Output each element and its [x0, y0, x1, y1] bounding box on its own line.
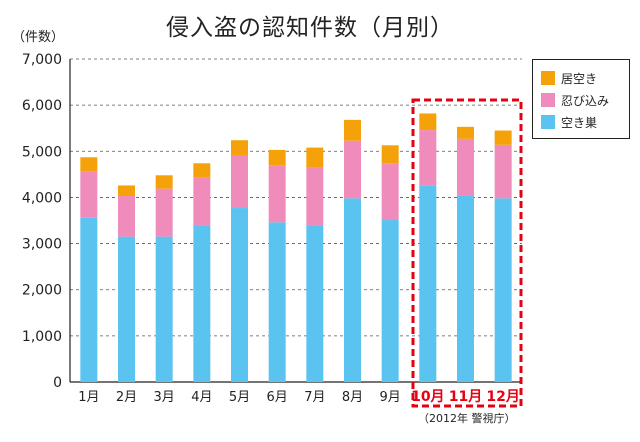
legend-label: 忍び込み [561, 93, 610, 108]
bar-segment [155, 188, 173, 237]
bar-segment [155, 175, 173, 189]
bar-segment [306, 167, 324, 226]
legend-swatch [541, 93, 555, 107]
legend-swatch [541, 115, 555, 129]
y-tick-label: 7,000 [22, 52, 62, 68]
x-tick-label: 9月 [380, 390, 401, 405]
bar-segment [80, 157, 98, 172]
bar-segment [344, 140, 361, 199]
legend-label: 居空き [561, 71, 598, 86]
bar-segment [306, 225, 324, 382]
highlight-box [411, 98, 523, 408]
x-tick-label: 3月 [154, 390, 175, 405]
bar-segment [80, 217, 98, 382]
bar-segment [419, 113, 437, 131]
bar-segment [494, 130, 512, 145]
bar-segment [381, 145, 399, 164]
bar-segment [193, 163, 211, 178]
y-tick-label: 2,000 [22, 283, 62, 299]
bar-segment [419, 185, 437, 382]
bar-segment [80, 171, 98, 218]
x-tick-label: 6月 [267, 390, 288, 405]
source-note: （2012年 警視庁） [418, 412, 516, 425]
x-tick-label: 11月 [449, 389, 482, 405]
x-tick-label: 10月 [411, 389, 444, 405]
legend-item-akisu-inai: 居空き [541, 67, 629, 89]
chart-title: 侵入盗の認知件数（月別） [166, 15, 454, 41]
bar-segment [457, 126, 474, 139]
bar-segment [268, 165, 286, 223]
bar-segment [457, 195, 474, 382]
x-tick-label: 5月 [229, 390, 250, 405]
bar-segment [457, 138, 474, 196]
y-axis-unit-label: （件数） [12, 30, 65, 45]
bar-segment [344, 198, 361, 382]
y-tick-label: 6,000 [22, 98, 62, 114]
bar-segment [118, 236, 135, 382]
bar-segment [419, 130, 437, 186]
bar-segment [231, 154, 248, 209]
bar-segment [118, 185, 135, 197]
x-tick-label: 12月 [486, 389, 519, 405]
legend-item-shinobikomi: 忍び込み [541, 89, 629, 111]
legend-item-akisu: 空き巣 [541, 111, 629, 133]
x-tick-label: 4月 [191, 390, 212, 405]
bar-segment [231, 208, 248, 382]
bar-segment [306, 147, 324, 168]
x-tick-label: 8月 [342, 390, 363, 405]
bar-segment [494, 198, 512, 382]
y-tick-label: 5,000 [22, 144, 62, 160]
bar-segment [193, 225, 211, 382]
y-tick-label: 0 [53, 375, 62, 391]
bar-segment [118, 196, 135, 237]
bar-segment [193, 177, 211, 226]
bar-segment [344, 119, 361, 141]
legend-swatch [541, 71, 555, 85]
y-tick-label: 3,000 [22, 237, 62, 253]
bar-segment [381, 220, 399, 382]
bar-segment [155, 236, 173, 382]
y-tick-label: 1,000 [22, 329, 62, 345]
x-tick-label: 2月 [116, 390, 137, 405]
x-tick-label: 7月 [304, 390, 325, 405]
x-tick-label: 1月 [78, 390, 99, 405]
bar-segment [268, 222, 286, 382]
bar-segment [494, 144, 512, 199]
legend: 居空き 忍び込み 空き巣 [532, 59, 630, 139]
y-tick-label: 4,000 [22, 190, 62, 206]
bar-segment [268, 149, 286, 166]
legend-label: 空き巣 [561, 115, 598, 130]
bar-segment [381, 163, 399, 221]
bar-segment [231, 140, 248, 155]
